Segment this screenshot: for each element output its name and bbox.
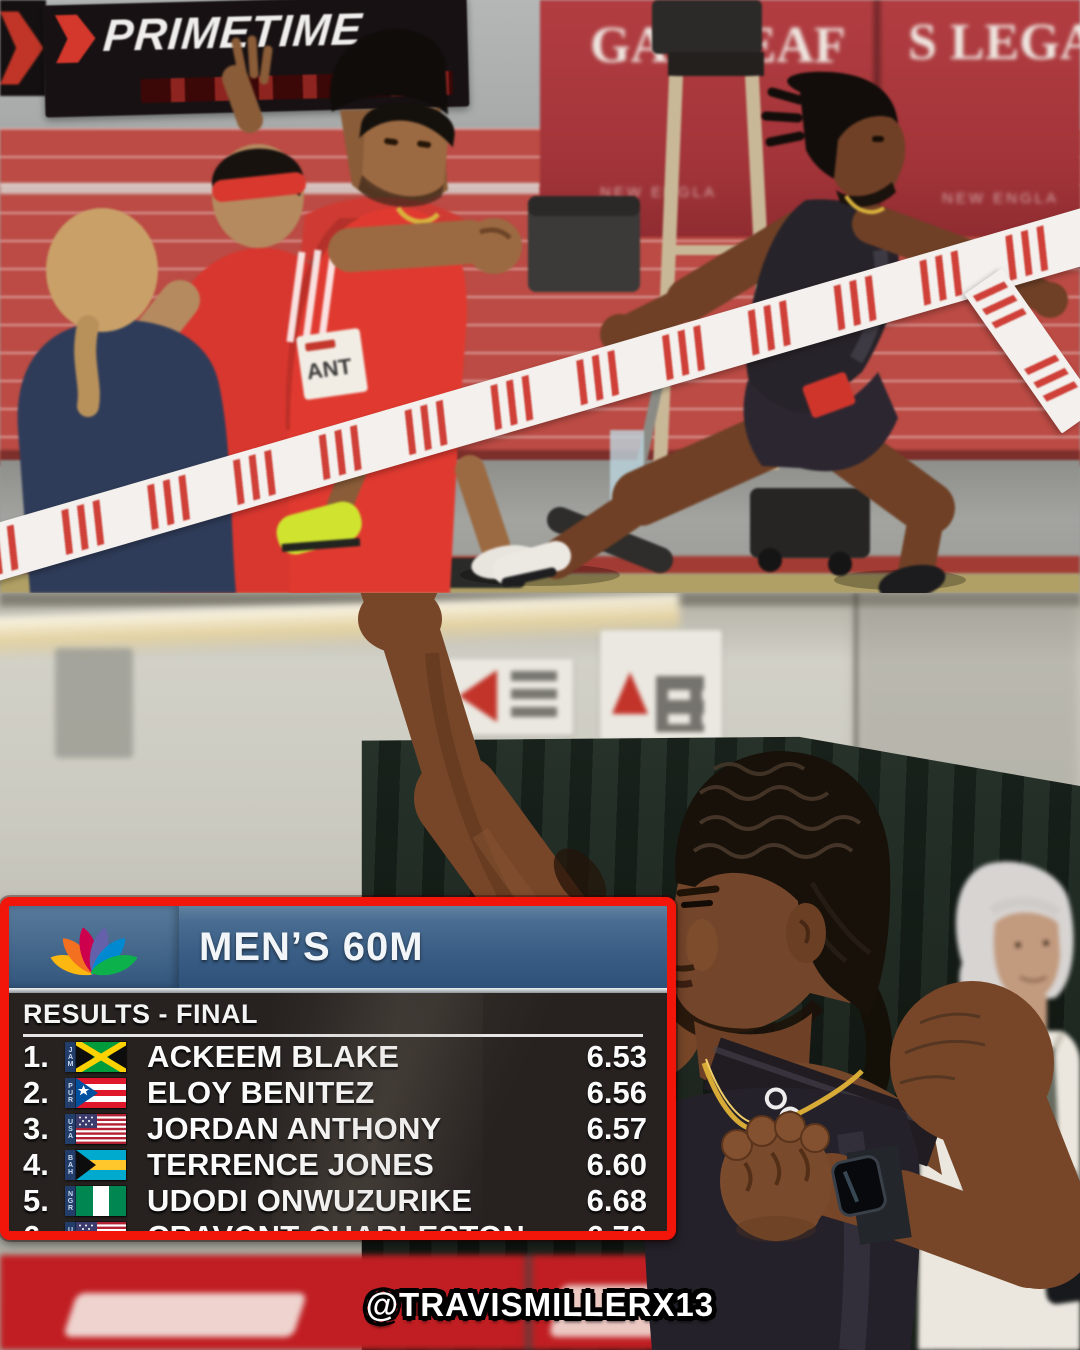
country-code: USA: [65, 1114, 76, 1144]
flag-jamaica-icon: JAM: [65, 1041, 135, 1073]
nbc-peacock-icon: [50, 927, 138, 976]
flag-usa-icon: USA: [65, 1221, 135, 1231]
country-code: JAM: [65, 1042, 76, 1072]
result-time: 6.70: [586, 1219, 647, 1240]
flag-puerto-rico-icon: PUR: [65, 1077, 135, 1109]
wall-pillar-seam: [853, 593, 859, 753]
watermark: @TRAVISMILLERX13: [365, 1286, 715, 1323]
result-row: 2. PUR ELOY BENITEZ 6.56: [23, 1075, 647, 1111]
athlete-name: ELOY BENITEZ: [147, 1075, 375, 1110]
sign-text-block: [511, 671, 557, 725]
flag-bahamas-icon: BAH: [65, 1149, 135, 1181]
athlete-name: JORDAN ANTHONY: [147, 1111, 442, 1146]
banner-pole: [524, 1255, 533, 1350]
results-rows: 1. JAM ACKEEM BLAKE 6.53 2. PUR: [23, 1039, 647, 1240]
athlete-name: UDODI ONWUZURIKE: [147, 1183, 473, 1218]
result-time: 6.57: [586, 1111, 647, 1146]
rank: 2.: [23, 1075, 49, 1110]
result-time: 6.56: [586, 1075, 647, 1110]
flag-usa-icon: USA: [65, 1113, 135, 1145]
result-row: 5. NGR UDODI ONWUZURIKE 6.68: [23, 1183, 647, 1219]
result-row: 4. BAH TERRENCE JONES 6.60: [23, 1147, 647, 1183]
country-code: BAH: [65, 1150, 76, 1180]
athlete-name: TERRENCE JONES: [147, 1147, 435, 1182]
country-code: USA: [65, 1222, 76, 1231]
header-separator: [9, 988, 667, 993]
corner-sign: [0, 0, 46, 96]
red-banner: [0, 1255, 672, 1350]
country-code: PUR: [65, 1078, 76, 1108]
result-row: 1. JAM ACKEEM BLAKE 6.53: [23, 1039, 647, 1075]
athlete-name: ACKEEM BLAKE: [147, 1039, 400, 1074]
country-code: NGR: [65, 1186, 76, 1216]
celebration-illustration: [358, 593, 1080, 1350]
rank: 4.: [23, 1147, 49, 1182]
rank: 3.: [23, 1111, 49, 1146]
result-row: 6. USA CRAVONT CHARLEST: [23, 1219, 647, 1240]
rank: 5.: [23, 1183, 49, 1218]
results-graphic: MEN’S 60M RESULTS - FINAL 1. JAM ACKEEM …: [0, 897, 676, 1240]
sign-pictograms: [656, 676, 704, 732]
result-time: 6.60: [586, 1147, 647, 1182]
rank: 6.: [23, 1219, 49, 1240]
graphic-header: MEN’S 60M: [9, 906, 667, 988]
results-underline: [23, 1034, 643, 1037]
athlete-name: CRAVONT CHARLESTON: [147, 1219, 525, 1240]
event-title: MEN’S 60M: [179, 906, 667, 988]
direction-sign-right: [600, 630, 722, 740]
banner-subtext: NEW ENGLA: [942, 190, 1060, 207]
results-section-label: RESULTS - FINAL: [23, 999, 258, 1029]
results-panel: RESULTS - FINAL 1. JAM ACKEEM BLAKE 6.53: [9, 993, 667, 1240]
result-time: 6.68: [586, 1183, 647, 1218]
nbc-logo-panel: [9, 906, 179, 988]
flag-nigeria-icon: NGR: [65, 1185, 135, 1217]
result-time: 6.53: [586, 1039, 647, 1074]
wall-fixture: [55, 648, 133, 758]
rank: 1.: [23, 1039, 49, 1074]
result-row: 3. USA JORDAN ANTHONY: [23, 1111, 647, 1147]
banner-text-right: S LEGAL SEA: [908, 14, 1080, 71]
race-finish-photo: PRIMETIME GAL SEAF S LEGAL SEA NEW ENGLA…: [0, 0, 1080, 593]
runners-illustration: ANT: [17, 0, 1068, 593]
winner-athlete: [358, 593, 1080, 1350]
